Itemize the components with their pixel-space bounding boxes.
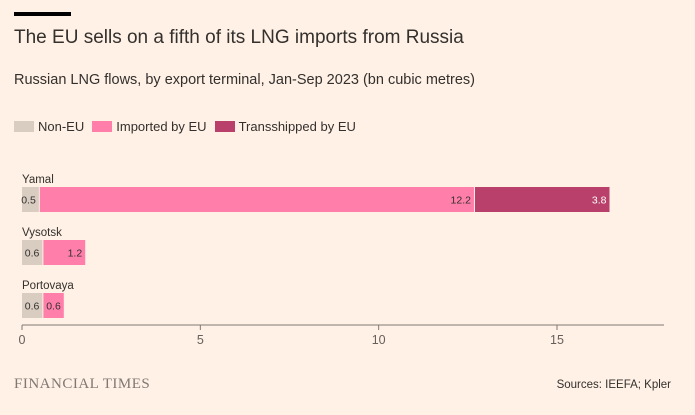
bar-chart: Yamal 0.5 12.2 3.8 Vysotsk 0.6 1.2 Portovaya 0.6… bbox=[19, 174, 664, 347]
ft-logo: FINANCIAL TIMES bbox=[14, 376, 151, 392]
value-label-vysotsk-0: 0.6 bbox=[25, 248, 40, 260]
value-label-yamal-1: 12.2 bbox=[451, 195, 472, 207]
x-tick-label-0: 0 bbox=[19, 333, 26, 347]
value-label-portovaya-0: 0.6 bbox=[25, 301, 40, 313]
legend-item-transshipped: Transshipped by EU bbox=[214, 119, 356, 134]
legend-swatch-non-eu bbox=[14, 121, 34, 132]
bar-portovaya-imported-by-eu bbox=[43, 293, 64, 318]
bar-yamal-non-eu bbox=[22, 187, 39, 212]
legend-swatch-imported bbox=[92, 121, 113, 132]
chart-legend: Non-EU Imported by EU Transshipped by EU bbox=[14, 119, 364, 134]
legend-item-non-eu: Non-EU bbox=[14, 119, 84, 134]
x-tick-label-5: 5 bbox=[197, 333, 204, 347]
chart-subtitle: Russian LNG flows, by export terminal, J… bbox=[14, 72, 475, 88]
value-label-yamal-2: 3.8 bbox=[592, 195, 607, 207]
category-label-vysotsk: Vysotsk bbox=[22, 227, 62, 239]
value-label-portovaya-1: 0.6 bbox=[46, 301, 61, 313]
bar-vysotsk-imported-by-eu bbox=[43, 240, 86, 265]
source-note: Sources: IEEFA; Kpler bbox=[556, 379, 671, 391]
ft-accent-bar bbox=[14, 12, 71, 16]
chart-title: The EU sells on a fifth of its LNG impor… bbox=[14, 27, 464, 48]
x-tick-label-10: 10 bbox=[372, 333, 386, 347]
category-label-yamal: Yamal bbox=[22, 174, 54, 186]
category-label-portovaya: Portovaya bbox=[22, 280, 74, 292]
legend-label-non-eu: Non-EU bbox=[38, 119, 85, 134]
legend-swatch-transshipped bbox=[214, 121, 235, 132]
bar-vysotsk-non-eu bbox=[22, 240, 43, 265]
value-label-vysotsk-1: 1.2 bbox=[68, 248, 83, 260]
bar-portovaya-non-eu bbox=[22, 293, 43, 318]
bar-yamal-imported-by-eu bbox=[39, 187, 474, 212]
bar-yamal-transshipped-by-eu bbox=[474, 187, 610, 212]
legend-label-imported: Imported by EU bbox=[116, 119, 207, 134]
legend-item-imported: Imported by EU bbox=[92, 119, 207, 134]
x-tick-label-15: 15 bbox=[550, 333, 564, 347]
value-label-yamal-0: 0.5 bbox=[21, 195, 36, 207]
legend-label-transshipped: Transshipped by EU bbox=[238, 119, 356, 134]
